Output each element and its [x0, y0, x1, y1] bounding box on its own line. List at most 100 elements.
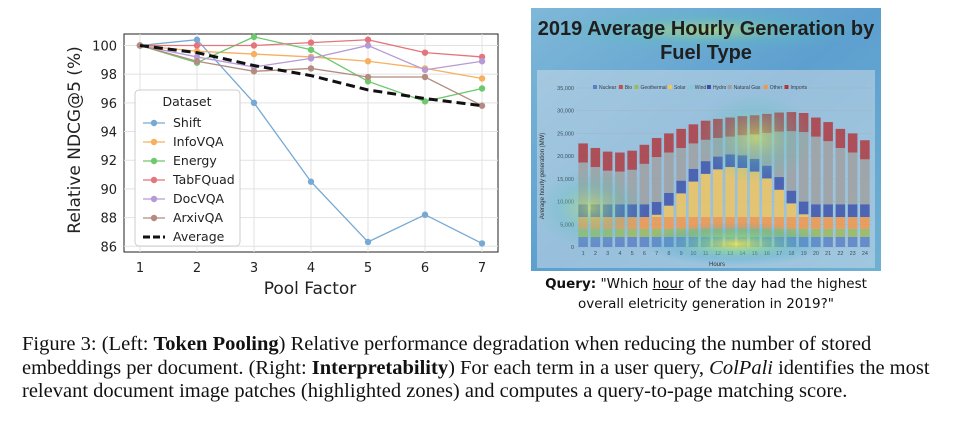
heatmap-legend-swatch: [688, 85, 693, 89]
heatmap-bar-segment: [798, 214, 809, 218]
heatmap-legend-swatch: [727, 85, 732, 89]
heatmap-bar-segment: [847, 237, 858, 247]
heatmap-bar-segment: [651, 217, 662, 229]
heatmap-legend-label: Bio: [625, 85, 632, 91]
heatmap-y-tick: 25,000: [557, 131, 574, 137]
heatmap-bar-segment: [860, 204, 870, 218]
legend-label-average: Average: [173, 229, 225, 244]
heatmap-bar-segment: [676, 147, 686, 181]
heatmap-bar-segment: [811, 136, 821, 205]
heatmap-bar-segment: [823, 122, 833, 142]
legend-label-energy: Energy: [173, 153, 217, 168]
x-tick-label: 3: [250, 261, 258, 276]
heatmap-bar-segment: [798, 217, 809, 229]
heatmap-y-tick: 0: [571, 245, 574, 251]
x-tick-label: 4: [307, 261, 315, 276]
x-tick-label: 6: [421, 261, 429, 276]
data-point-tabfquad: [307, 39, 315, 46]
heatmap-bar-segment: [615, 152, 625, 172]
heatmap-x-tick: 4: [618, 251, 621, 257]
heatmap-bar-segment: [847, 217, 858, 229]
heatmap-bar-segment: [835, 204, 846, 218]
heatmap-bar-segment: [676, 180, 686, 194]
heatmap-x-tick: 23: [850, 251, 856, 257]
heatmap-bar-segment: [823, 228, 833, 238]
heatmap-bar-segment: [664, 217, 674, 229]
heatmap-x-tick: 22: [837, 251, 843, 257]
y-axis-label: Relative NDCG@5 (%): [65, 46, 85, 233]
legend-label-docvqa: DocVQA: [173, 191, 225, 206]
heatmap-bar-segment: [823, 204, 833, 218]
heatmap-bar-segment: [798, 201, 809, 215]
heatmap-bar-segment: [590, 147, 601, 168]
heatmap-legend-label: Hydro: [713, 85, 727, 91]
data-point-arxivqa: [250, 68, 258, 75]
heatmap-y-axis-label: Average hourly generation (MW): [540, 133, 546, 220]
legend-marker-shift: [150, 119, 158, 127]
heatmap-bar-segment: [835, 128, 846, 148]
heatmap-x-tick: 5: [631, 251, 634, 257]
series-line-average: [139, 43, 483, 108]
data-point-arxivqa: [193, 58, 201, 65]
query-text-after: of the day had the highest: [683, 276, 867, 292]
data-point-shift: [478, 240, 486, 247]
heatmap-bar-segment: [847, 133, 858, 153]
heatmap-y-tick: 35,000: [557, 86, 574, 92]
heatmap-bar-segment: [835, 228, 846, 238]
y-tick-label: 92: [100, 154, 117, 169]
y-tick-label: 98: [100, 68, 117, 83]
caption-prefix: Figure 3: (Left:: [22, 333, 154, 355]
heatmap-bar-segment: [651, 137, 662, 158]
legend-marker-arxivqa: [150, 214, 158, 222]
heatmap-x-tick: 1: [582, 251, 585, 257]
heatmap-bar-segment: [700, 217, 711, 229]
heatmap-bar-segment: [688, 124, 699, 144]
heatmap-x-axis-label: Hours: [709, 262, 725, 268]
heatmap-legend-label: Nuclear: [599, 85, 617, 91]
data-point-arxivqa: [364, 73, 372, 81]
heatmap-legend-swatch: [593, 85, 597, 89]
x-tick-label: 2: [193, 261, 201, 276]
heatmap-title-line2: Fuel Type: [660, 42, 752, 64]
data-point-tabfquad: [250, 42, 258, 49]
data-point-infovqa: [250, 50, 258, 58]
heatmap-bar-segment: [847, 204, 858, 218]
caption-colpali: ColPali: [709, 356, 773, 379]
data-point-infovqa: [364, 58, 372, 65]
data-point-energy: [478, 85, 486, 92]
heatmap-bar-segment: [860, 140, 870, 160]
heatmap-bar-segment: [639, 228, 650, 238]
heatmap-bar-segment: [737, 167, 748, 218]
heatmap-bar-segment: [860, 217, 870, 229]
heatmap-bar-segment: [860, 237, 870, 247]
heatmap-bar-segment: [639, 163, 650, 205]
heatmap-bar-segment: [700, 173, 711, 218]
data-point-energy: [307, 46, 315, 53]
heatmap-bar-segment: [676, 193, 686, 218]
y-tick-label: 96: [100, 97, 117, 112]
heatmap-bar-segment: [811, 217, 821, 229]
query-line-2: overall eletricity generation in 2019?": [578, 296, 834, 312]
heatmap-bar-segment: [664, 192, 674, 206]
heatmap-bar-segment: [823, 217, 833, 229]
interpretability-heatmap: 05,00010,00015,00020,00025,00030,00035,0…: [531, 8, 881, 271]
heatmap-bar-segment: [860, 159, 870, 205]
data-point-shift: [307, 178, 315, 185]
heatmap-x-tick: 3: [606, 251, 609, 257]
data-point-tabfquad: [193, 42, 201, 49]
legend-label-tabfquad: TabFQuad: [172, 172, 235, 187]
heatmap-y-tick: 30,000: [557, 109, 574, 115]
heatmap-bar-segment: [602, 151, 613, 171]
data-point-arxivqa: [478, 102, 486, 109]
data-point-shift: [421, 211, 429, 218]
heatmap-legend-label: Wind: [695, 85, 707, 91]
data-point-shift: [250, 99, 258, 107]
heatmap-bar-segment: [676, 217, 686, 229]
query-label: Query:: [545, 276, 597, 292]
legend-box: [134, 89, 241, 247]
data-point-arxivqa: [421, 73, 429, 81]
data-point-arxivqa: [307, 65, 315, 72]
attention-hotspot-left: [536, 168, 646, 248]
data-point-tabfquad: [364, 36, 372, 43]
legend-label-shift: Shift: [173, 115, 202, 130]
